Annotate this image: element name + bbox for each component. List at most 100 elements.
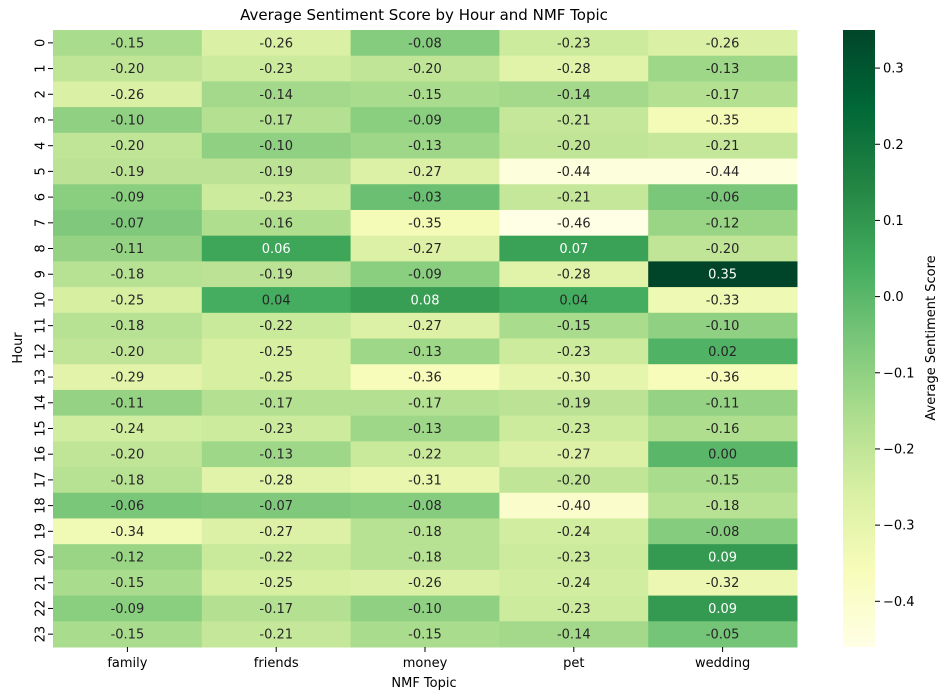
- cell-value-label: -0.25: [111, 293, 145, 308]
- cell-value-label: -0.23: [557, 551, 591, 566]
- y-tick-label: 0: [34, 39, 49, 47]
- heatmap-cells: -0.15 -0.26 -0.08 -0.23 -0.26 -0.20 -0.23 -0.20…: [53, 30, 798, 648]
- cell-value-label: -0.15: [706, 473, 740, 488]
- heatmap-cell: [648, 81, 798, 108]
- cell-value-label: -0.35: [408, 216, 442, 231]
- cell-value-label: -0.18: [111, 473, 145, 488]
- cell-value-label: -0.18: [408, 525, 442, 540]
- heatmap-cell: [350, 209, 500, 237]
- heatmap-cell: [499, 312, 649, 339]
- cell-value-label: -0.23: [259, 62, 293, 77]
- cell-value-label: -0.20: [557, 473, 591, 488]
- heatmap-cell: [201, 595, 352, 622]
- colorbar-tick-label: 0.2: [883, 138, 904, 153]
- cell-value-label: 0.02: [708, 345, 737, 360]
- cell-value-label: -0.09: [408, 268, 442, 283]
- heatmap-cell: [53, 261, 203, 288]
- x-tick-label: family: [107, 656, 147, 671]
- cell-value-label: -0.13: [408, 345, 442, 360]
- cell-value-label: -0.13: [408, 139, 442, 154]
- heatmap-cell: [499, 287, 649, 314]
- heatmap-cell: [648, 338, 798, 365]
- colorbar: [843, 30, 875, 647]
- heatmap-cell: [201, 312, 352, 339]
- cell-value-label: -0.25: [259, 576, 293, 591]
- cell-value-label: -0.26: [408, 576, 442, 591]
- cell-value-label: -0.28: [557, 62, 591, 77]
- heatmap-cell: [201, 569, 352, 597]
- cell-value-label: -0.08: [408, 36, 442, 51]
- cell-value-label: -0.10: [111, 113, 145, 128]
- cell-value-label: -0.30: [557, 371, 591, 386]
- heatmap-cell: [499, 415, 649, 442]
- heatmap-cell: [350, 389, 500, 417]
- cell-value-label: -0.23: [557, 602, 591, 617]
- cell-value-label: -0.15: [408, 628, 442, 643]
- cell-value-label: -0.10: [408, 602, 442, 617]
- y-tick-label: 4: [34, 142, 49, 150]
- cell-value-label: -0.14: [259, 88, 293, 103]
- colorbar-tick-label: −0.1: [883, 366, 915, 381]
- cell-value-label: -0.33: [706, 293, 740, 308]
- y-tick-label: 13: [34, 369, 49, 386]
- heatmap-cell: [499, 184, 649, 211]
- cell-value-label: -0.44: [557, 165, 591, 180]
- heatmap-cell: [499, 621, 649, 648]
- heatmap-cell: [499, 158, 649, 185]
- heatmap-cell: [350, 30, 500, 57]
- cell-value-label: -0.28: [259, 473, 293, 488]
- cell-value-label: -0.18: [111, 319, 145, 334]
- cell-value-label: -0.18: [408, 551, 442, 566]
- cell-value-label: -0.18: [706, 499, 740, 514]
- heatmap-cell: [499, 132, 649, 160]
- heatmap-cell: [350, 287, 500, 314]
- colorbar-ticks: −0.4 −0.3 −0.2 −0.1 0.0 0.1 0.2 0.3: [875, 62, 915, 610]
- heatmap-cell: [648, 132, 798, 160]
- y-tick-label: 19: [34, 523, 49, 540]
- cell-value-label: 0.07: [559, 242, 588, 257]
- colorbar-title: Average Sentiment Score: [924, 255, 939, 420]
- cell-value-label: -0.20: [408, 62, 442, 77]
- y-tick-label: 14: [34, 394, 49, 411]
- heatmap-cell: [350, 364, 500, 391]
- heatmap-cell: [350, 107, 500, 134]
- cell-value-label: -0.08: [706, 525, 740, 540]
- heatmap-cell: [648, 30, 798, 57]
- y-axis-title: Hour: [11, 332, 26, 364]
- cell-value-label: -0.10: [706, 319, 740, 334]
- heatmap-cell: [350, 132, 500, 160]
- heatmap-cell: [350, 81, 500, 108]
- y-tick-label: 10: [34, 292, 49, 309]
- cell-value-label: -0.28: [557, 268, 591, 283]
- cell-value-label: -0.19: [111, 165, 145, 180]
- cell-value-label: -0.08: [408, 499, 442, 514]
- heatmap-cell: [53, 107, 203, 134]
- cell-value-label: -0.26: [706, 36, 740, 51]
- cell-value-label: 0.06: [262, 242, 291, 257]
- heatmap-cell: [648, 261, 798, 288]
- cell-value-label: -0.21: [557, 113, 591, 128]
- cell-value-label: -0.07: [111, 216, 145, 231]
- heatmap-cell: [648, 621, 798, 648]
- heatmap-cell: [53, 132, 203, 160]
- cell-value-label: -0.17: [259, 396, 293, 411]
- chart-title: Average Sentiment Score by Hour and NMF …: [240, 6, 608, 24]
- heatmap-cell: [648, 569, 798, 597]
- cell-value-label: -0.17: [259, 113, 293, 128]
- heatmap-cell: [499, 30, 649, 57]
- cell-value-label: -0.14: [557, 88, 591, 103]
- cell-value-label: -0.15: [111, 576, 145, 591]
- cell-value-label: -0.27: [408, 319, 442, 334]
- cell-value-label: -0.06: [706, 191, 740, 206]
- cell-value-label: -0.17: [706, 88, 740, 103]
- heatmap-cell: [499, 441, 649, 468]
- y-tick-label: 3: [34, 116, 49, 124]
- heatmap-cell: [53, 55, 203, 82]
- cell-value-label: -0.19: [259, 165, 293, 180]
- cell-value-label: -0.09: [111, 602, 145, 617]
- heatmap-cell: [499, 518, 649, 545]
- heatmap-cell: [53, 467, 203, 494]
- cell-value-label: 0.35: [708, 268, 737, 283]
- heatmap-cell: [201, 338, 352, 365]
